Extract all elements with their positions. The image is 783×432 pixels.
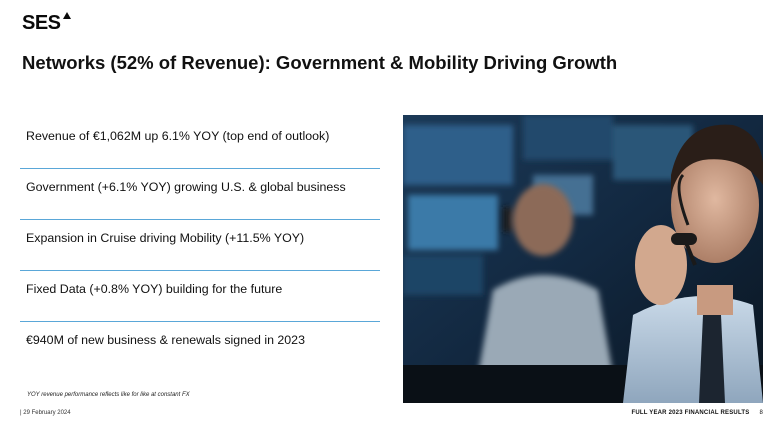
bullet-item: Revenue of €1,062M up 6.1% YOY (top end … bbox=[20, 118, 380, 169]
footer-date: | 29 February 2024 bbox=[20, 410, 71, 416]
bullet-item: Government (+6.1% YOY) growing U.S. & gl… bbox=[20, 169, 380, 220]
bullet-text: €940M of new business & renewals signed … bbox=[26, 333, 305, 347]
operator-photo bbox=[403, 115, 763, 403]
slide-title: Networks (52% of Revenue): Government & … bbox=[22, 52, 618, 73]
bullet-text: Government (+6.1% YOY) growing U.S. & gl… bbox=[26, 180, 346, 194]
bullet-text: Revenue of €1,062M up 6.1% YOY (top end … bbox=[26, 129, 330, 143]
bullet-text: Expansion in Cruise driving Mobility (+1… bbox=[26, 231, 305, 245]
bullet-item: Expansion in Cruise driving Mobility (+1… bbox=[20, 220, 380, 271]
footer-section-title: FULL YEAR 2023 FINANCIAL RESULTS bbox=[631, 410, 750, 416]
bullet-text: Fixed Data (+0.8% YOY) building for the … bbox=[26, 282, 283, 296]
footer-section: FULL YEAR 2023 FINANCIAL RESULTS 8 bbox=[631, 410, 763, 416]
logo-text: SES bbox=[22, 12, 61, 34]
bullet-item: €940M of new business & renewals signed … bbox=[20, 322, 380, 372]
logo-triangle-icon bbox=[62, 12, 71, 19]
ses-logo: SES bbox=[22, 12, 71, 34]
page-number: 8 bbox=[759, 410, 763, 416]
bullet-item: Fixed Data (+0.8% YOY) building for the … bbox=[20, 271, 380, 322]
bullet-list: Revenue of €1,062M up 6.1% YOY (top end … bbox=[20, 118, 380, 372]
footnote: YOY revenue performance reflects like fo… bbox=[27, 392, 190, 398]
